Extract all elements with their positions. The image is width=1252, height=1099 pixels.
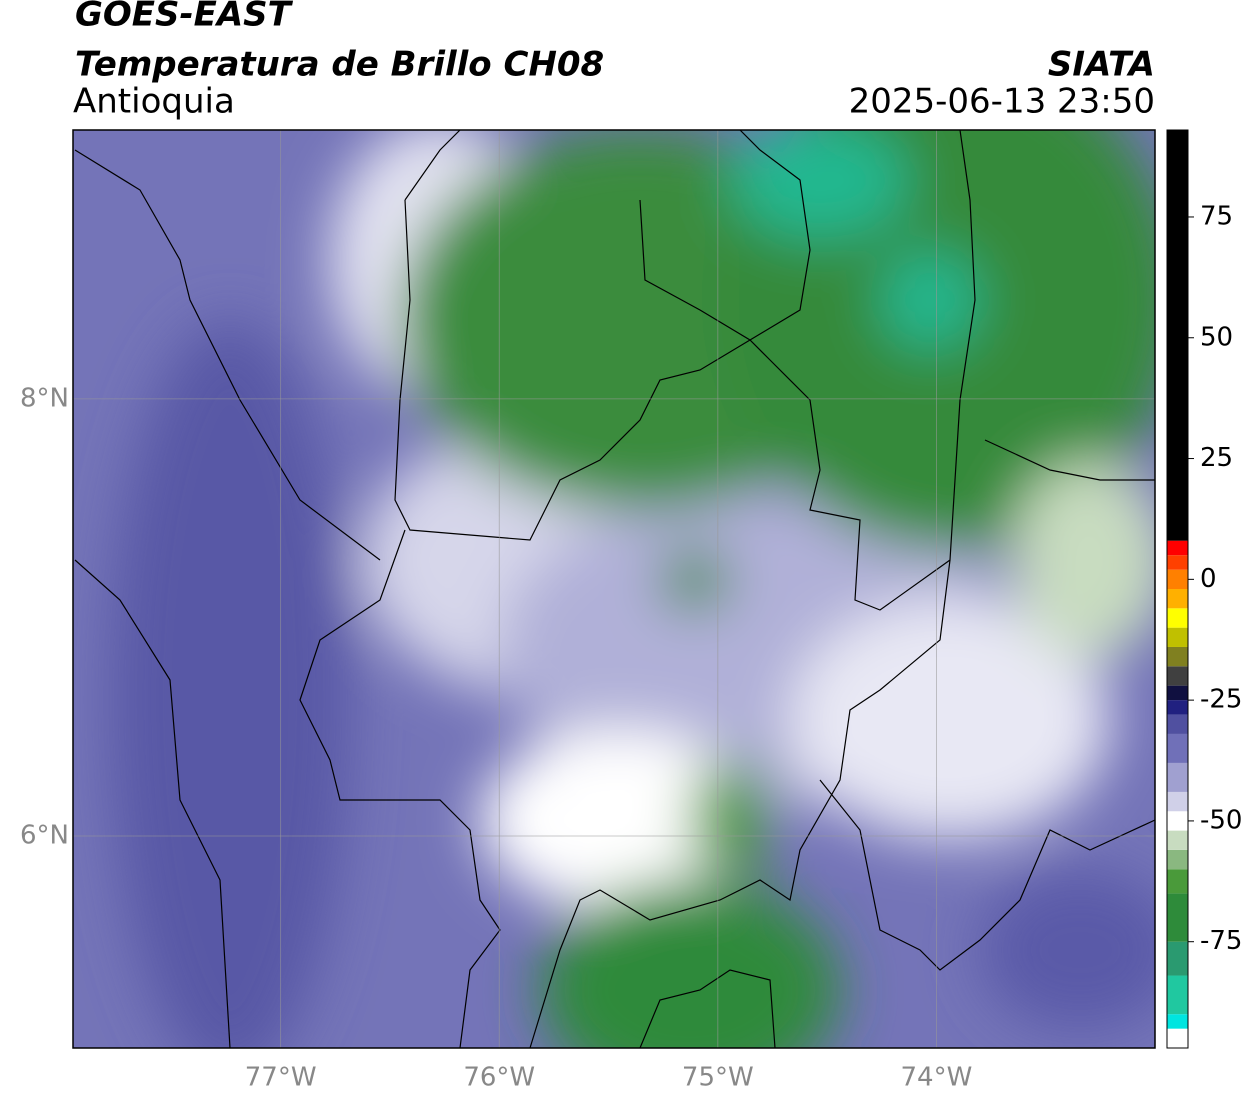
colorbar-frame (1166, 129, 1189, 1049)
colorbar-band (1167, 646, 1188, 667)
colorbar-band (1167, 130, 1188, 541)
colorbar (1167, 130, 1188, 1048)
colorbar-band (1167, 975, 1188, 1015)
colorbar-band (1167, 540, 1188, 556)
colorbar-band (1167, 811, 1188, 831)
title: GOES-EAST (75, 0, 294, 35)
x-tick-label: 76°W (463, 1063, 535, 1093)
colorbar-band (1167, 1028, 1188, 1048)
map-imagery (73, 130, 1155, 1048)
colorbar-band (1167, 893, 1188, 942)
colorbar-tick-label: 75 (1200, 201, 1233, 231)
colorbar-band (1167, 700, 1188, 715)
colorbar-band (1167, 733, 1188, 763)
colorbar-tick-label: -50 (1200, 805, 1242, 835)
colorbar-band (1167, 555, 1188, 570)
colorbar-band (1167, 830, 1188, 850)
x-tick-label: 74°W (901, 1063, 973, 1093)
colorbar-tick-label: -25 (1200, 685, 1242, 715)
subtitle: Temperatura de Brillo CH08 (75, 45, 604, 85)
colorbar-tick-label: 50 (1200, 322, 1233, 352)
x-tick-label: 77°W (245, 1063, 317, 1093)
colorbar-band (1167, 608, 1188, 628)
colorbar-band (1167, 869, 1188, 894)
colorbar-tick-label: -75 (1200, 926, 1242, 956)
colorbar-tick-label: 25 (1200, 443, 1233, 473)
colorbar-tick-label: 0 (1200, 564, 1217, 594)
colorbar-band (1167, 685, 1188, 701)
map-frame (72, 129, 1156, 1049)
colorbar-band (1167, 627, 1188, 647)
colorbar-band (1167, 791, 1188, 812)
colorbar-band (1167, 941, 1188, 976)
datetime: 2025-06-13 23:50 (849, 82, 1155, 122)
colorbar-band (1167, 569, 1188, 589)
y-tick-label: 8°N (20, 383, 69, 413)
colorbar-band (1167, 762, 1188, 792)
colorbar-band (1167, 1014, 1188, 1029)
y-tick-label: 6°N (20, 820, 69, 850)
x-tick-label: 75°W (682, 1063, 754, 1093)
source: SIATA (1048, 45, 1155, 85)
colorbar-band (1167, 666, 1188, 686)
grid (73, 130, 1155, 1048)
region: Antioquia (73, 82, 235, 122)
colorbar-band (1167, 849, 1188, 870)
colorbar-band (1167, 714, 1188, 734)
colorbar-band (1167, 589, 1188, 609)
